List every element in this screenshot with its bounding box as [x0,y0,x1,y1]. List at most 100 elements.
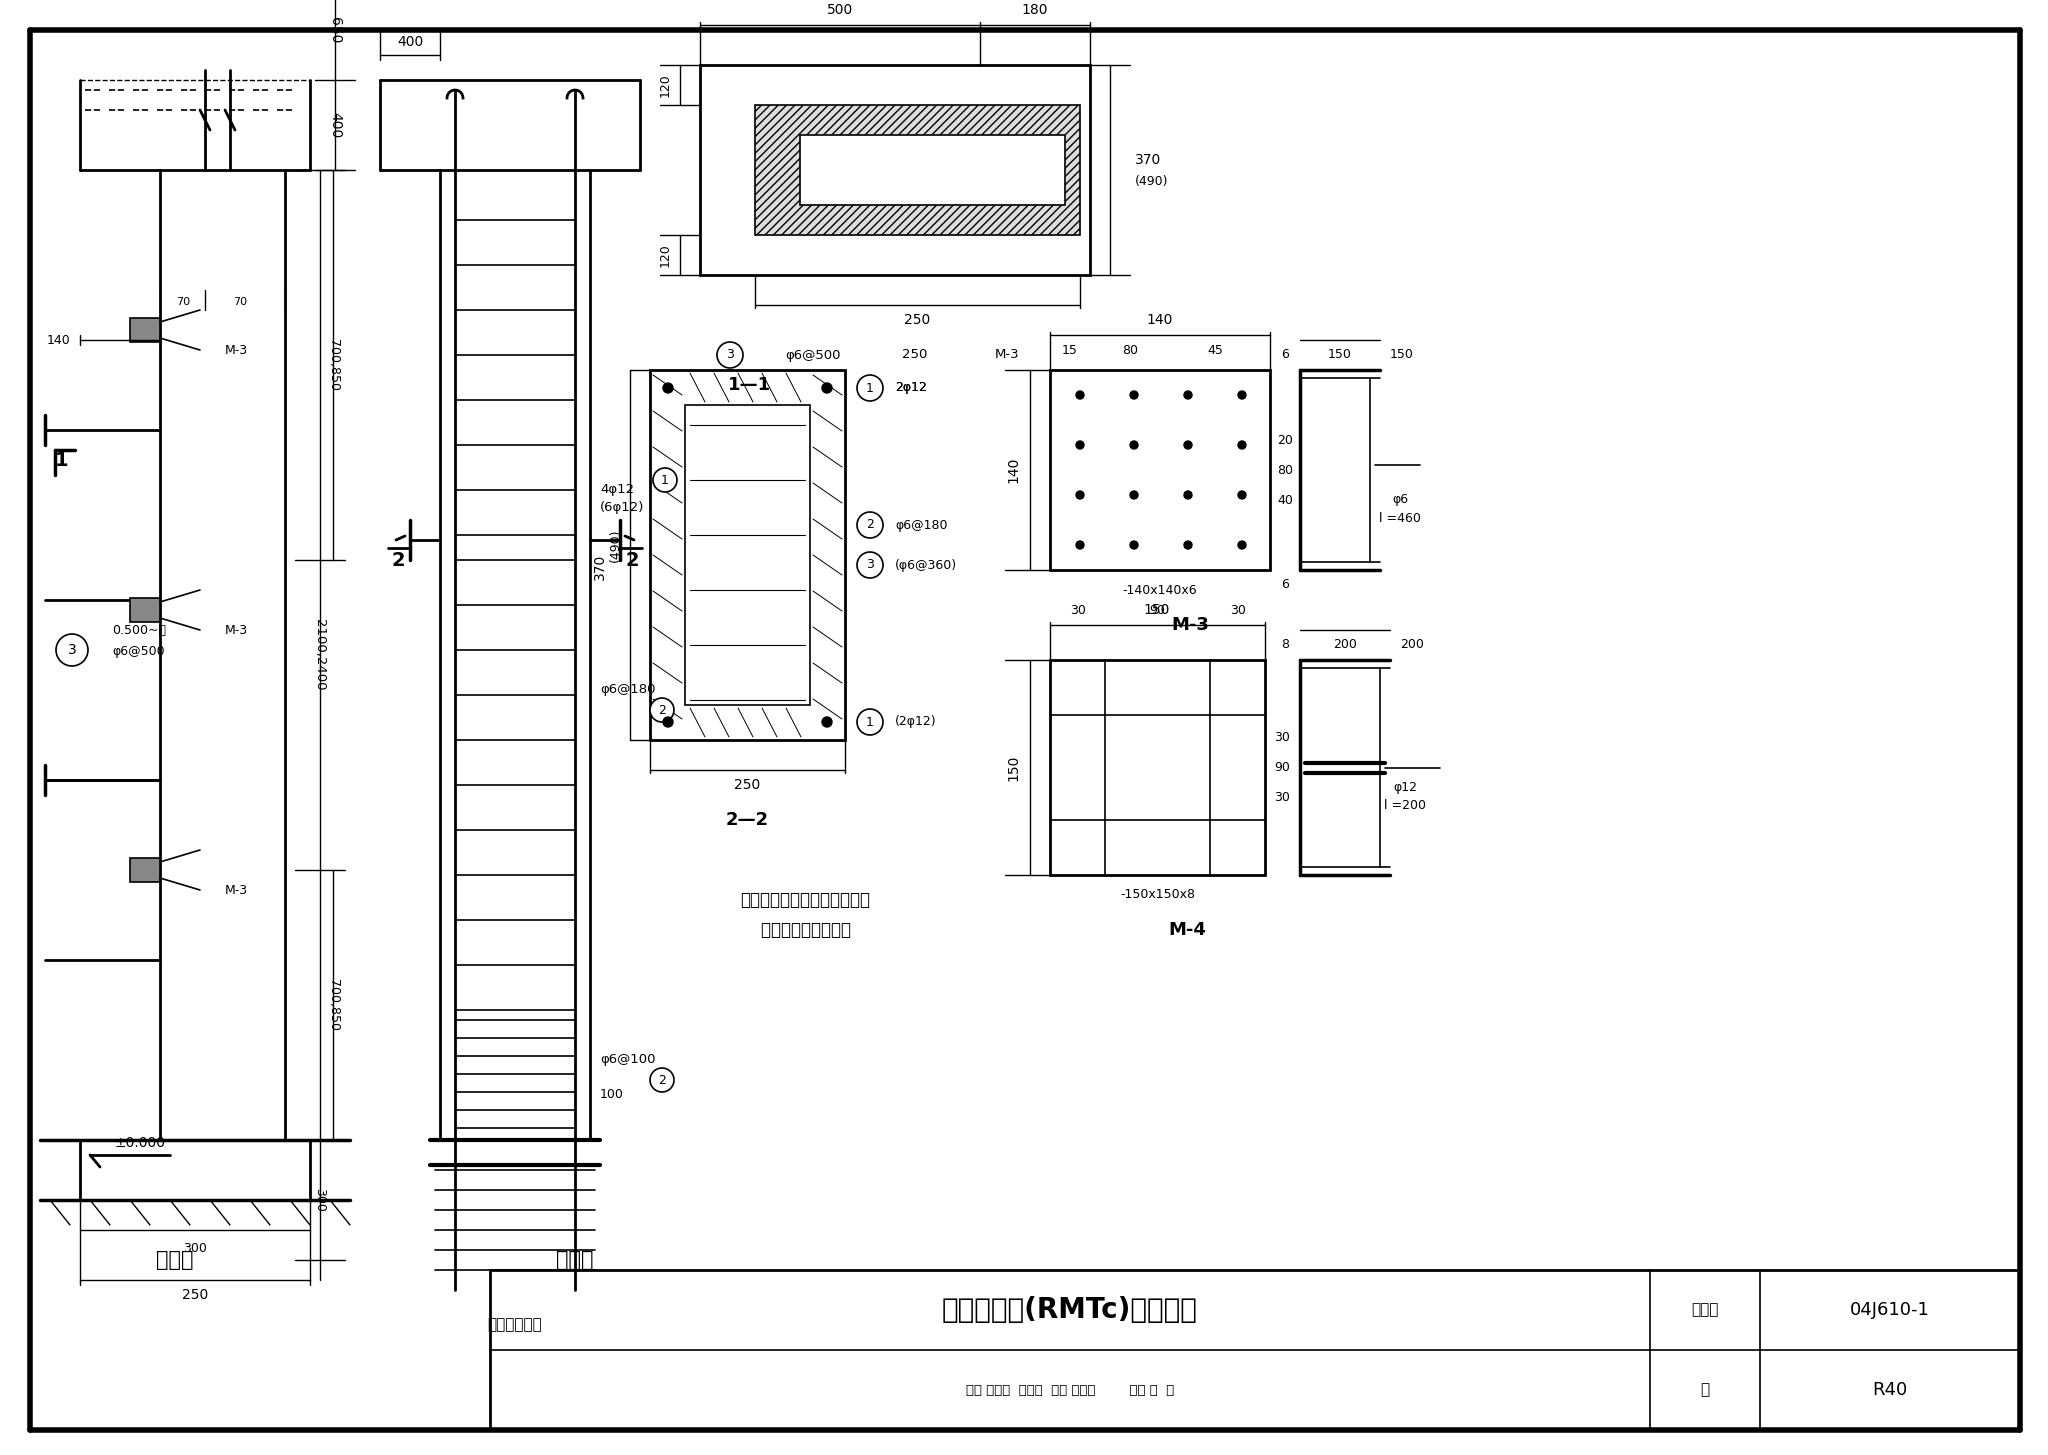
Text: 120: 120 [659,73,672,97]
Circle shape [1237,391,1245,399]
Text: 1—1: 1—1 [729,375,772,394]
Circle shape [1237,541,1245,549]
Circle shape [664,383,674,393]
Text: 80: 80 [1122,343,1139,356]
Bar [129,858,160,882]
Text: M-3: M-3 [225,883,248,896]
Text: 2100,2400: 2100,2400 [313,620,326,691]
Circle shape [653,469,678,492]
Text: 90: 90 [1149,604,1165,617]
Bar [684,404,811,706]
Text: 200: 200 [1401,639,1423,652]
Bar [129,319,160,342]
Text: 注：门槛下基础按项目设计，: 注：门槛下基础按项目设计， [739,890,870,909]
Text: 45: 45 [1206,343,1223,356]
Text: 150: 150 [1391,349,1413,361]
Text: 6: 6 [1282,349,1288,361]
Text: -140x140x6: -140x140x6 [1122,583,1198,597]
Text: 钢质推拉门(RMTc)门槛详图: 钢质推拉门(RMTc)门槛详图 [942,1296,1198,1324]
Text: 370: 370 [1135,153,1161,167]
Text: 2: 2 [657,704,666,716]
Text: 0.500~顶: 0.500~顶 [113,624,166,636]
Text: 150: 150 [1006,754,1020,781]
Text: 30: 30 [1231,604,1245,617]
Text: 2: 2 [391,550,406,569]
Text: 2φ12: 2φ12 [895,381,928,394]
Circle shape [1237,490,1245,499]
Text: 70: 70 [176,297,190,307]
Text: l =460: l =460 [1378,512,1421,524]
Bar [801,135,1065,205]
Text: 150: 150 [1327,349,1352,361]
Text: 250: 250 [735,778,760,792]
Text: 配筋图: 配筋图 [557,1250,594,1270]
Text: ±0.000: ±0.000 [115,1136,166,1149]
Text: φ6@500: φ6@500 [113,646,164,659]
Circle shape [821,717,831,728]
Text: 100: 100 [600,1088,625,1101]
Text: 300: 300 [182,1241,207,1254]
Text: φ12: φ12 [1393,781,1417,794]
Text: 2: 2 [625,550,639,569]
Text: 150: 150 [1145,602,1169,617]
Text: 650: 650 [328,17,342,44]
Circle shape [1237,441,1245,450]
Text: φ6@180: φ6@180 [600,684,655,697]
Bar [1051,661,1266,874]
Text: 90: 90 [1274,761,1290,774]
Circle shape [1075,441,1083,450]
Text: 1: 1 [662,473,670,486]
Text: φ6@100: φ6@100 [600,1053,655,1067]
Text: (490): (490) [1135,176,1169,189]
Text: 400: 400 [397,35,424,49]
Circle shape [1184,441,1192,450]
Text: 3: 3 [727,349,733,361]
Text: 20: 20 [1278,434,1292,447]
Text: 审核 王祖光  主机光  校对 庞孝慧        设计 洪  森: 审核 王祖光 主机光 校对 庞孝慧 设计 洪 森 [967,1384,1174,1397]
Text: 2φ12: 2φ12 [895,381,928,394]
Text: 基础预留插筋: 基础预留插筋 [487,1317,543,1333]
Text: 04J610-1: 04J610-1 [1849,1301,1929,1320]
Text: M-3: M-3 [225,624,248,636]
Text: 30: 30 [1069,604,1085,617]
Text: 40: 40 [1278,493,1292,506]
Text: 页: 页 [1700,1382,1710,1397]
Circle shape [1075,391,1083,399]
Circle shape [856,551,883,578]
Text: 250: 250 [903,349,928,361]
Text: 2—2: 2—2 [725,810,770,829]
Bar [700,65,1090,275]
Text: 并按本图预留插筋。: 并按本图预留插筋。 [739,921,852,938]
Circle shape [649,1068,674,1093]
Bar [756,105,1079,236]
Text: 80: 80 [1278,464,1292,476]
Text: 180: 180 [1022,3,1049,17]
Text: M-4: M-4 [1169,921,1206,938]
Text: M-3: M-3 [225,343,248,356]
Circle shape [649,698,674,722]
Text: 30: 30 [1274,730,1290,744]
Text: 140: 140 [1006,457,1020,483]
Text: 70: 70 [233,297,248,307]
Text: 2: 2 [866,518,874,531]
Text: (6φ12): (6φ12) [600,502,645,515]
Circle shape [1075,541,1083,549]
Text: 1: 1 [866,716,874,729]
Bar [129,598,160,621]
Text: 8: 8 [1280,639,1288,652]
Text: 250: 250 [182,1288,209,1302]
Text: 120: 120 [659,243,672,266]
Circle shape [1130,541,1139,549]
Text: 140: 140 [47,333,70,346]
Bar [1051,370,1270,570]
Text: 3: 3 [68,643,76,658]
Text: l =200: l =200 [1384,799,1425,812]
Circle shape [1130,441,1139,450]
Circle shape [1184,541,1192,549]
Text: 图集号: 图集号 [1692,1302,1718,1317]
Circle shape [1130,391,1139,399]
Text: (2φ12): (2φ12) [895,716,936,729]
Text: 3: 3 [866,559,874,572]
Text: 300: 300 [313,1189,326,1212]
Circle shape [1075,490,1083,499]
